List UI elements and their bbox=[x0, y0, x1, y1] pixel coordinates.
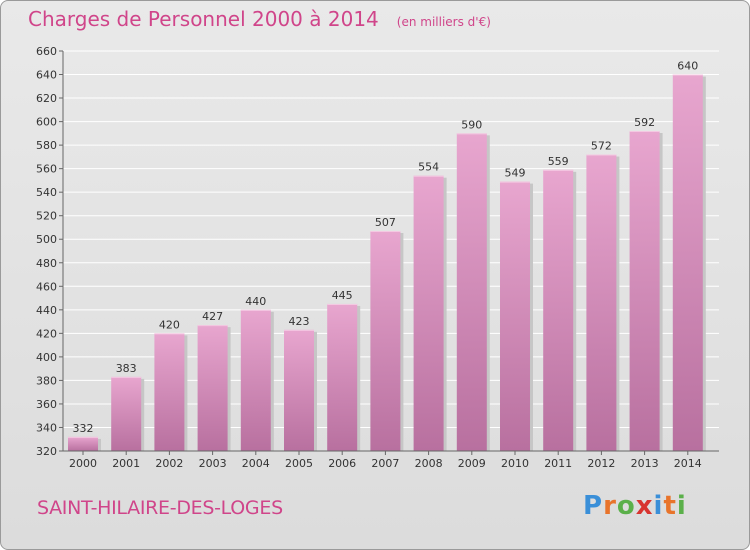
bar-2010 bbox=[500, 181, 530, 451]
logo-letter: P bbox=[583, 491, 604, 521]
logo-letter: t bbox=[663, 491, 677, 521]
y-tick-label: 500 bbox=[36, 233, 57, 246]
data-label: 445 bbox=[332, 289, 353, 302]
title-row: Charges de Personnel 2000 à 2014 (en mill… bbox=[28, 7, 491, 31]
bar-layer bbox=[68, 74, 706, 452]
bar-2006 bbox=[327, 303, 358, 451]
data-label: 572 bbox=[591, 140, 612, 153]
bar-2009 bbox=[456, 133, 487, 451]
logo-letter: r bbox=[603, 491, 617, 521]
y-tick-label: 640 bbox=[36, 69, 57, 82]
logo-letter: x bbox=[635, 491, 654, 521]
data-label: 640 bbox=[677, 60, 698, 73]
x-tick-label: 2009 bbox=[458, 457, 486, 470]
logo-letter: i bbox=[676, 491, 687, 521]
y-tick-label: 440 bbox=[36, 304, 57, 317]
y-tick-label: 580 bbox=[36, 139, 57, 152]
data-label: 554 bbox=[418, 161, 439, 174]
axis-layer: 320 340 360 380 400 420 440 460 480 500 520 540 560 5… bbox=[36, 45, 719, 470]
data-label: 420 bbox=[159, 318, 180, 331]
x-tick-label: 2014 bbox=[674, 457, 702, 470]
bar-2004 bbox=[240, 309, 271, 451]
x-tick-label: 2007 bbox=[371, 457, 399, 470]
x-tick-label: 2012 bbox=[587, 457, 615, 470]
data-label: 592 bbox=[634, 116, 655, 129]
y-tick-label: 340 bbox=[36, 421, 57, 434]
bar-2012 bbox=[586, 154, 617, 451]
y-tick-label: 360 bbox=[36, 398, 57, 411]
data-label: 549 bbox=[505, 167, 526, 180]
bar-2011 bbox=[543, 169, 574, 451]
proxiti-logo: Proxiti bbox=[583, 491, 687, 521]
data-label: 440 bbox=[245, 295, 266, 308]
data-label: 383 bbox=[116, 362, 137, 375]
data-label: 507 bbox=[375, 216, 396, 229]
y-tick-label: 600 bbox=[36, 116, 57, 129]
y-tick-label: 520 bbox=[36, 210, 57, 223]
data-label: 423 bbox=[289, 315, 310, 328]
bar-2014 bbox=[672, 74, 703, 451]
label-layer: 332 383 420 427 440 423 445 507 554 590 549 559 572 5… bbox=[73, 60, 699, 435]
x-tick-label: 2006 bbox=[328, 457, 356, 470]
bar-2000 bbox=[68, 436, 98, 451]
y-tick-label: 660 bbox=[36, 45, 57, 58]
x-tick-label: 2004 bbox=[242, 457, 270, 470]
logo-letter: i bbox=[653, 491, 664, 521]
x-tick-label: 2010 bbox=[501, 457, 529, 470]
y-tick-label: 620 bbox=[36, 92, 57, 105]
y-tick-label: 480 bbox=[36, 257, 57, 270]
bar-2008 bbox=[413, 175, 444, 452]
data-label: 590 bbox=[461, 118, 482, 131]
y-tick-label: 460 bbox=[36, 280, 57, 293]
chart-title: Charges de Personnel 2000 à 2014 bbox=[28, 7, 379, 31]
x-tick-label: 2011 bbox=[544, 457, 572, 470]
x-tick-label: 2005 bbox=[285, 457, 313, 470]
chart-subtitle: (en milliers d'€) bbox=[396, 15, 491, 29]
x-tick-label: 2008 bbox=[415, 457, 443, 470]
data-label: 559 bbox=[548, 155, 569, 168]
data-label: 427 bbox=[202, 310, 223, 323]
x-tick-label: 2013 bbox=[631, 457, 659, 470]
x-tick-label: 2001 bbox=[112, 457, 140, 470]
bar-2013 bbox=[629, 131, 660, 451]
y-tick-label: 540 bbox=[36, 186, 57, 199]
y-tick-label: 420 bbox=[36, 327, 57, 340]
bar-2005 bbox=[284, 329, 314, 451]
x-tick-label: 2000 bbox=[69, 457, 97, 470]
commune-name: SAINT-HILAIRE-DES-LOGES bbox=[37, 497, 283, 519]
bar-2002 bbox=[154, 333, 185, 451]
bar-2007 bbox=[370, 231, 401, 451]
y-tick-label: 560 bbox=[36, 163, 57, 176]
y-tick-label: 380 bbox=[36, 374, 57, 387]
x-tick-label: 2002 bbox=[155, 457, 183, 470]
data-label: 332 bbox=[73, 422, 94, 435]
logo-letter: o bbox=[616, 491, 636, 521]
x-tick-label: 2003 bbox=[199, 457, 227, 470]
y-tick-label: 400 bbox=[36, 351, 57, 364]
bar-2001 bbox=[111, 376, 142, 451]
y-tick-label: 320 bbox=[36, 445, 57, 458]
bar-2003 bbox=[197, 325, 228, 451]
